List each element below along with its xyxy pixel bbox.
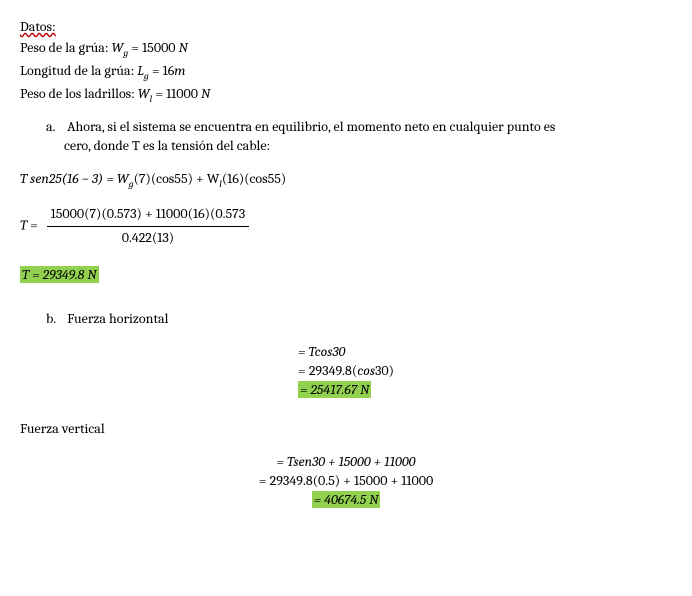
part-b-r3: = 25417.67 N	[298, 381, 394, 400]
part-c-r1: = Tsen30 + 15000 + 11000	[259, 453, 433, 472]
part-b-eqs: = Tcos30 = 29349.8(cos30) = 25417.67 N	[20, 343, 672, 400]
part-a-label: a.	[46, 118, 64, 137]
part-b-r1: = Tcos30	[298, 343, 394, 362]
part-b-label: b.	[46, 310, 64, 329]
part-a-eq2: T = 15000(7)(0.573) + 11000(16)(0.573 0.…	[20, 205, 672, 248]
given-line-2: Longitud de la grúa: Lg = 16m	[20, 62, 672, 83]
highlighted-result-c: = 40674.5 N	[312, 491, 381, 508]
datos-heading: Datos:	[20, 18, 672, 37]
given-line-1: Peso de la grúa: Wg = 15000 N	[20, 39, 672, 60]
datos-label: Datos:	[20, 18, 56, 35]
highlighted-result-a: T = 29349.8 N	[20, 266, 99, 283]
part-b-heading: b. Fuerza horizontal	[20, 310, 672, 329]
part-a-result: T = 29349.8 N	[20, 266, 672, 285]
given-line-3: Peso de los ladrillos: Wl = 11000 N	[20, 85, 672, 106]
part-a-text-line1: Ahora, si el sistema se encuentra en equ…	[67, 118, 555, 135]
highlighted-result-b: = 25417.67 N	[298, 381, 371, 398]
part-a-eq1: T sen25(16 − 3) = Wg(7)(cos55) + Wl(16)(…	[20, 170, 672, 191]
part-a-text-line2: cero, donde T es la tensión del cable:	[64, 137, 270, 156]
part-c-r3: = 40674.5 N	[259, 491, 433, 510]
part-b-r2: = 29349.8(cos30)	[298, 362, 394, 381]
part-c-r2: = 29349.8(0.5) + 15000 + 11000	[259, 472, 433, 491]
fraction: 15000(7)(0.573) + 11000(16)(0.573 0.422(…	[47, 205, 249, 248]
part-b-title: Fuerza horizontal	[67, 310, 168, 327]
part-c-heading: Fuerza vertical	[20, 420, 672, 439]
part-a-block: a. Ahora, si el sistema se encuentra en …	[20, 118, 672, 156]
part-c-eqs: = Tsen30 + 15000 + 11000 = 29349.8(0.5) …	[20, 453, 672, 510]
part-c-title: Fuerza vertical	[20, 420, 105, 437]
